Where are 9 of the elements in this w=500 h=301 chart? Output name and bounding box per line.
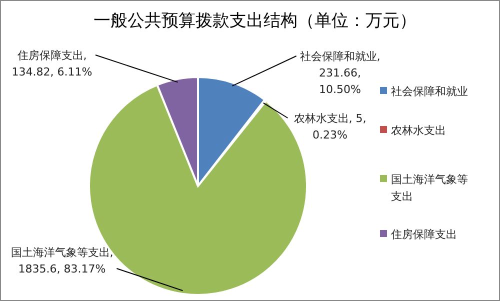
legend-label: 国土海洋气象等支出 <box>391 173 468 203</box>
data-label: 社会保障和就业, 231.66, 10.50% <box>300 50 380 96</box>
legend-label: 住房保障支出 <box>391 228 457 241</box>
data-label: 住房保障支出, 134.82, 6.11% <box>12 49 92 78</box>
data-label: 国土海洋气象等支出, 1835.6, 83.17% <box>10 246 114 276</box>
chart-title: 一般公共预算拨款支出结构（单位：万元） <box>94 11 416 31</box>
data-label: 农林水支出, 5, 0.23% <box>294 112 366 142</box>
legend-label: 农林水支出 <box>391 124 446 137</box>
legend-label: 社会保障和就业 <box>391 85 468 98</box>
